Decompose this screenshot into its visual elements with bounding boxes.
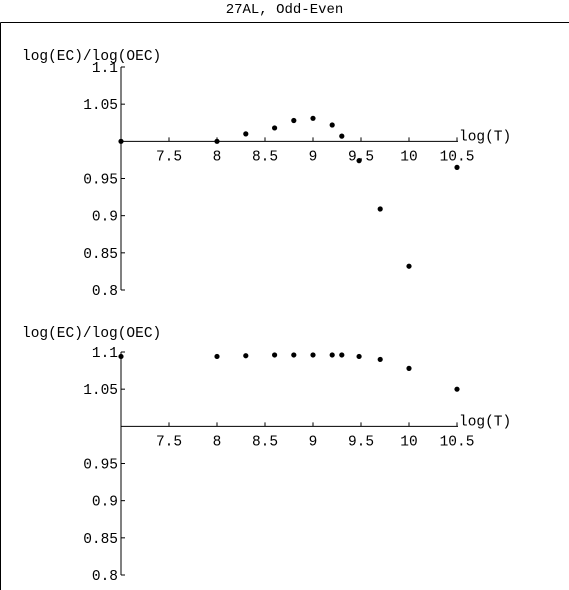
x-axis-label: log(T) — [459, 414, 511, 430]
y-tick-label: 0.85 — [83, 532, 118, 548]
data-point — [243, 131, 249, 137]
y-tick-label: 1.1 — [92, 61, 118, 77]
y-axis-label: log(EC)/log(OEC) — [22, 326, 161, 342]
y-tick-label: 0.95 — [83, 173, 118, 189]
y-tick-label: 0.8 — [92, 284, 118, 300]
y-tick-label: 0.85 — [83, 247, 118, 263]
data-point — [272, 125, 278, 131]
data-point — [406, 365, 412, 371]
x-tick-label: 10.5 — [440, 434, 475, 450]
y-tick-label: 1.05 — [83, 98, 118, 114]
y-tick-label: 1.05 — [83, 383, 118, 399]
data-point — [291, 352, 297, 358]
data-point — [454, 386, 460, 392]
x-axis-label: log(T) — [459, 129, 511, 145]
y-tick-label: 0.9 — [92, 210, 118, 226]
data-point — [310, 352, 316, 358]
data-point — [329, 122, 335, 128]
x-tick-label: 7.5 — [156, 434, 182, 450]
data-point — [339, 352, 345, 358]
data-point — [291, 117, 297, 124]
x-tick-label: 10.5 — [440, 149, 475, 165]
x-tick-label: 8 — [213, 149, 222, 165]
data-point — [377, 356, 383, 363]
data-point — [214, 353, 220, 360]
x-tick-label: 8.5 — [252, 434, 278, 450]
x-tick-label: 9 — [309, 149, 318, 165]
y-tick-label: 0.9 — [92, 495, 118, 511]
data-point — [339, 133, 345, 139]
x-tick-label: 9.5 — [348, 434, 374, 450]
data-point — [377, 206, 383, 212]
data-point — [310, 115, 316, 121]
data-point — [356, 158, 362, 164]
y-tick-label: 1.1 — [92, 346, 118, 362]
data-point — [214, 138, 220, 144]
data-point — [454, 164, 460, 170]
data-point — [118, 353, 124, 360]
chart-panel-2: 1.1 1.05 0.95 0.9 0.85 0.8 7.5 8 8.5 9 9.5 10 10.5 lo… — [22, 326, 511, 585]
y-axis-label: log(EC)/log(OEC) — [22, 49, 161, 65]
figure-title: 27AL, Odd-Even — [225, 2, 344, 18]
x-tick-label: 8 — [213, 434, 222, 450]
chart-panel-1: 1.1 1.05 0.95 0.9 0.85 0.8 7.5 8 8.5 9 9.5 10 10.5 lo… — [22, 49, 511, 300]
y-tick-label: 0.8 — [92, 569, 118, 585]
data-point — [118, 138, 124, 144]
data-point — [243, 353, 249, 359]
data-point — [329, 352, 335, 358]
x-tick-label: 10 — [400, 149, 417, 165]
y-tick-label: 0.95 — [83, 458, 118, 474]
data-point — [356, 353, 362, 360]
data-point — [272, 352, 278, 358]
x-tick-label: 9.5 — [348, 149, 374, 165]
x-tick-label: 10 — [400, 434, 417, 450]
x-tick-label: 9 — [309, 434, 318, 450]
x-tick-label: 7.5 — [156, 149, 182, 165]
data-point — [406, 263, 412, 269]
x-tick-label: 8.5 — [252, 149, 278, 165]
